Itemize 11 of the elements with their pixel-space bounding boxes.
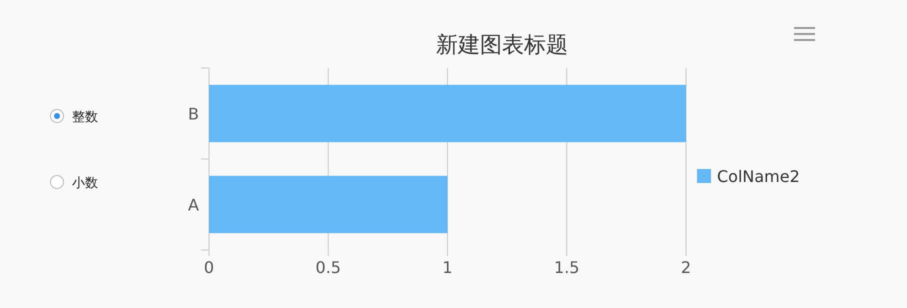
text: 整数 <box>72 110 98 125</box>
chart-title: 新建图表标题 <box>436 33 568 58</box>
x-tick-label: 2 <box>680 258 692 277</box>
x-tick-label: 0 <box>204 258 214 277</box>
x-tick-label: 1 <box>442 258 453 277</box>
y-tick-label: A <box>188 196 200 214</box>
text: 小数 <box>72 176 98 191</box>
x-tick-label: 1.5 <box>554 258 580 277</box>
x-tick-label: 0.5 <box>316 258 341 277</box>
legend-label: ColName2 <box>717 167 800 186</box>
y-tick-label: B <box>188 104 199 124</box>
